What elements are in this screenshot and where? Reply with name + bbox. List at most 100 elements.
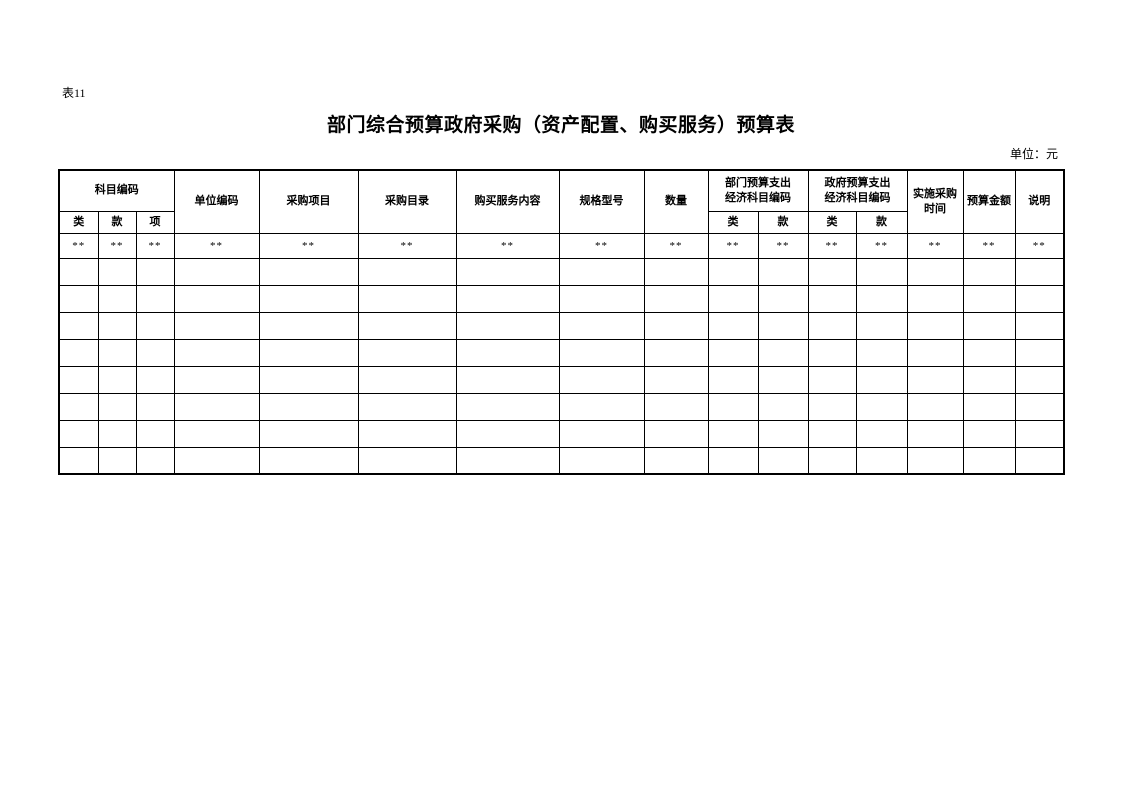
table-cell xyxy=(58,257,99,286)
table-row xyxy=(58,419,1065,448)
col-header-procurement-project: 采购项目 xyxy=(258,169,359,234)
table-cell xyxy=(558,311,645,340)
col-header-procurement-catalog: 采购目录 xyxy=(357,169,457,234)
table-cell xyxy=(906,311,964,340)
col-header-implementation-time: 实施采购 时间 xyxy=(906,169,964,234)
table-cell xyxy=(757,338,809,367)
table-cell xyxy=(58,338,99,367)
table-cell xyxy=(455,257,560,286)
table-cell xyxy=(643,446,709,475)
table-cell xyxy=(357,257,457,286)
table-cell xyxy=(173,338,260,367)
table-cell xyxy=(258,446,359,475)
col-header-subject-code: 科目编码 xyxy=(58,169,175,212)
table-cell xyxy=(643,365,709,394)
table-cell xyxy=(173,311,260,340)
table-cell: ** xyxy=(558,232,645,259)
table-cell xyxy=(558,446,645,475)
table-cell xyxy=(58,392,99,421)
page-title: 部门综合预算政府采购（资产配置、购买服务）预算表 xyxy=(326,115,795,136)
table-cell xyxy=(173,419,260,448)
table-cell xyxy=(135,392,175,421)
table-cell xyxy=(807,392,857,421)
table-cell xyxy=(258,311,359,340)
table-cell xyxy=(1014,311,1065,340)
table-cell xyxy=(855,446,908,475)
table-cell xyxy=(807,365,857,394)
table-cell xyxy=(707,257,759,286)
table-cell xyxy=(1014,338,1065,367)
table-cell xyxy=(357,446,457,475)
table-row xyxy=(58,284,1065,313)
table-cell xyxy=(558,338,645,367)
table-cell: ** xyxy=(807,232,857,259)
table-cell xyxy=(357,338,457,367)
table-cell xyxy=(807,338,857,367)
table-cell xyxy=(58,365,99,394)
table-cell xyxy=(855,392,908,421)
table-row xyxy=(58,446,1065,475)
table-cell xyxy=(258,365,359,394)
table-cell xyxy=(135,419,175,448)
table-cell xyxy=(855,284,908,313)
table-cell xyxy=(757,311,809,340)
table-cell xyxy=(455,284,560,313)
table-cell xyxy=(173,365,260,394)
table-cell xyxy=(558,365,645,394)
table-cell xyxy=(707,365,759,394)
table-cell xyxy=(135,365,175,394)
table-cell xyxy=(135,284,175,313)
table-cell xyxy=(906,446,964,475)
table-cell xyxy=(135,446,175,475)
table-cell xyxy=(707,419,759,448)
table-cell xyxy=(707,338,759,367)
empty-rows-body xyxy=(58,257,1065,475)
sub-header-dept-section: 款 xyxy=(757,210,809,234)
table-cell xyxy=(97,284,137,313)
table-cell: ** xyxy=(855,232,908,259)
table-cell xyxy=(1014,284,1065,313)
col-header-gov-budget-code: 政府预算支出 经济科目编码 xyxy=(807,169,908,212)
table-cell xyxy=(643,257,709,286)
table-cell xyxy=(962,419,1016,448)
table-cell xyxy=(357,311,457,340)
table-cell xyxy=(1014,392,1065,421)
table-cell: ** xyxy=(1014,232,1065,259)
table-cell xyxy=(558,392,645,421)
sheet-label: 表11 xyxy=(62,86,86,100)
table-cell xyxy=(258,338,359,367)
table-cell xyxy=(357,392,457,421)
placeholder-row: ** ** ** ** ** ** ** ** ** ** ** ** ** *… xyxy=(58,232,1065,259)
table-cell xyxy=(707,392,759,421)
table-cell xyxy=(807,446,857,475)
table-cell xyxy=(757,365,809,394)
table-cell xyxy=(135,311,175,340)
table-cell xyxy=(962,257,1016,286)
table-cell xyxy=(855,311,908,340)
table-cell xyxy=(1014,446,1065,475)
table-cell: ** xyxy=(173,232,260,259)
table-cell xyxy=(962,392,1016,421)
table-cell xyxy=(58,311,99,340)
table-cell xyxy=(707,446,759,475)
table-cell xyxy=(97,419,137,448)
table-cell xyxy=(357,365,457,394)
table-cell xyxy=(757,257,809,286)
table-header: 科目编码 单位编码 采购项目 采购目录 购买服务内容 规格型号 数量 部门预算支… xyxy=(58,169,1065,234)
table-row xyxy=(58,311,1065,340)
table-cell xyxy=(643,338,709,367)
table-cell xyxy=(962,365,1016,394)
table-cell xyxy=(906,392,964,421)
table-row xyxy=(58,392,1065,421)
table-cell xyxy=(1014,257,1065,286)
table-cell: ** xyxy=(906,232,964,259)
table-cell: ** xyxy=(357,232,457,259)
table-cell xyxy=(173,446,260,475)
table-row xyxy=(58,365,1065,394)
table-cell xyxy=(757,392,809,421)
table-cell: ** xyxy=(97,232,137,259)
sub-header-subject-item: 项 xyxy=(135,210,175,234)
table-cell xyxy=(558,419,645,448)
table-cell xyxy=(357,284,457,313)
table-cell xyxy=(1014,419,1065,448)
